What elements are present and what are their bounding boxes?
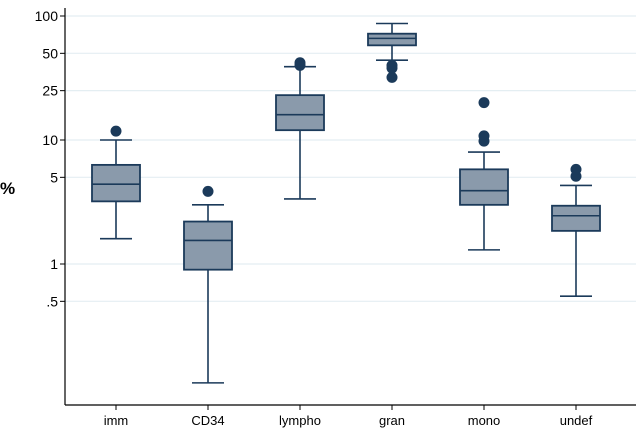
box-lympho (275, 57, 325, 200)
boxes-group (91, 22, 601, 384)
outlier-point (202, 185, 214, 197)
x-tick-label: mono (468, 413, 501, 428)
outlier-point (110, 125, 122, 137)
outlier-point (294, 57, 306, 69)
box-CD34 (183, 185, 233, 384)
x-tick-label: gran (379, 413, 405, 428)
grid-lines (65, 15, 636, 302)
x-tick-label: imm (104, 413, 129, 428)
box-gran (367, 22, 417, 83)
x-tick-label: CD34 (191, 413, 224, 428)
y-tick-labels: 100 50 25 10 5 1 .5 (35, 8, 65, 309)
y-tick-label: 50 (42, 45, 58, 61)
iqr-box (367, 32, 417, 47)
iqr-box (183, 220, 233, 271)
iqr-box (551, 204, 601, 232)
y-tick-label: .5 (46, 293, 58, 309)
y-tick-label: 1 (50, 256, 58, 272)
outlier-point (386, 71, 398, 83)
x-tick-label: lympho (279, 413, 321, 428)
box-undef (551, 163, 601, 297)
outlier-point (570, 163, 582, 175)
y-axis-label: % (0, 179, 15, 198)
x-tick-label: undef (560, 413, 593, 428)
y-tick-label: 10 (42, 132, 58, 148)
axes-group (64, 8, 636, 406)
y-tick-label: 5 (50, 169, 58, 185)
iqr-box (275, 94, 325, 132)
y-tick-label: 25 (42, 83, 58, 99)
y-tick-label: 100 (35, 8, 59, 24)
iqr-box (459, 168, 509, 206)
outlier-point (478, 97, 490, 109)
box-mono (459, 97, 509, 251)
iqr-box (91, 163, 141, 203)
outlier-point (386, 59, 398, 71)
box-imm (91, 125, 141, 240)
outlier-point (478, 130, 490, 142)
x-tick-labels: imm CD34 lympho gran mono undef (104, 405, 593, 428)
